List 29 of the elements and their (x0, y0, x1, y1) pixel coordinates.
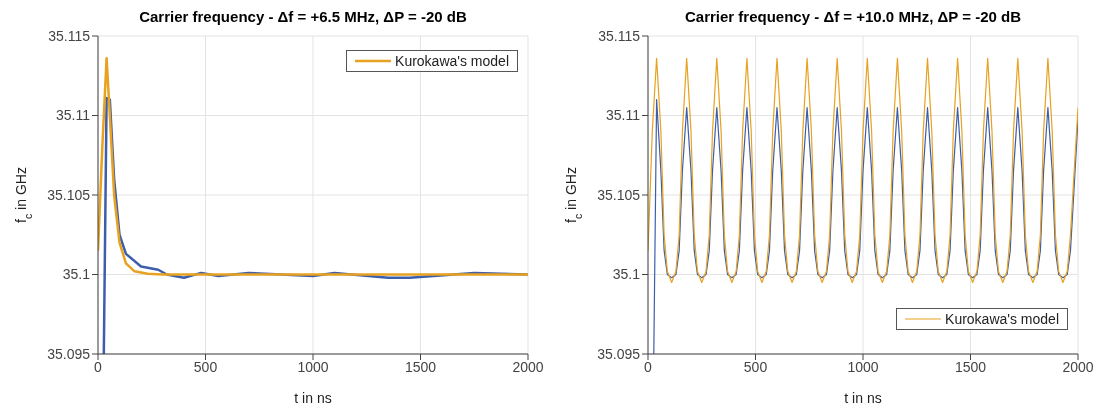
x-tick-label: 1500 (404, 358, 437, 375)
x-tick-label: 1500 (954, 358, 987, 375)
y-tick-label: 35.105 (597, 186, 641, 203)
x-tick-label: 500 (193, 358, 218, 375)
chart-title: Carrier frequency - Δf = +6.5 MHz, ΔP = -20 dB (139, 8, 467, 25)
line-series (648, 57, 1078, 284)
y-tick-label: 35.105 (47, 186, 91, 203)
y-tick-label: 35.11 (56, 107, 91, 124)
y-tick-label: 35.115 (598, 27, 641, 44)
x-tick-label: 1000 (297, 358, 329, 375)
x-tick-label: 500 (743, 358, 768, 375)
line-series (653, 99, 1078, 354)
y-tick-label: 35.095 (597, 345, 641, 362)
x-tick-label: 2000 (512, 358, 544, 375)
line-series (98, 57, 528, 276)
y-tick-label: 35.115 (48, 27, 91, 44)
x-tick-label: 0 (644, 358, 653, 375)
y-tick-label: 35.095 (47, 345, 91, 362)
x-tick-label: 1000 (847, 358, 879, 375)
x-tick-label: 0 (94, 358, 103, 375)
x-axis-title: t in ns (294, 390, 332, 406)
chart-title: Carrier frequency - Δf = +10.0 MHz, ΔP = -20 dB (685, 8, 1021, 25)
legend-label: Kurokawa's model (395, 53, 509, 69)
y-tick-label: 35.1 (62, 266, 91, 283)
legend-label: Kurokawa's model (945, 311, 1059, 327)
y-tick-label: 35.1 (612, 266, 641, 283)
x-tick-label: 2000 (1062, 358, 1094, 375)
y-tick-label: 35.11 (606, 107, 641, 124)
x-axis-title: t in ns (844, 390, 882, 406)
